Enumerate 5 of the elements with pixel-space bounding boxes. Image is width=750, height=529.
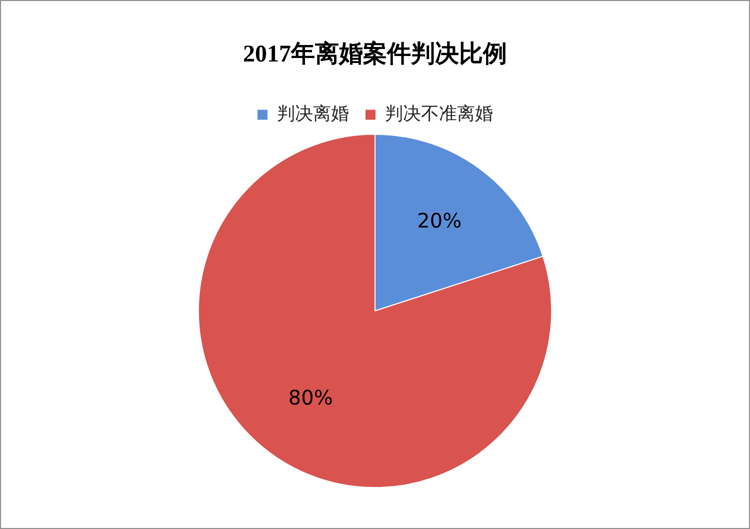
legend-label: 判决不准离婚 bbox=[385, 103, 493, 124]
data-label: 20% bbox=[417, 208, 462, 233]
data-label: 80% bbox=[288, 386, 333, 410]
legend-label: 判决离婚 bbox=[277, 103, 349, 124]
chart-title: 2017年离婚案件判决比例 bbox=[243, 40, 507, 68]
